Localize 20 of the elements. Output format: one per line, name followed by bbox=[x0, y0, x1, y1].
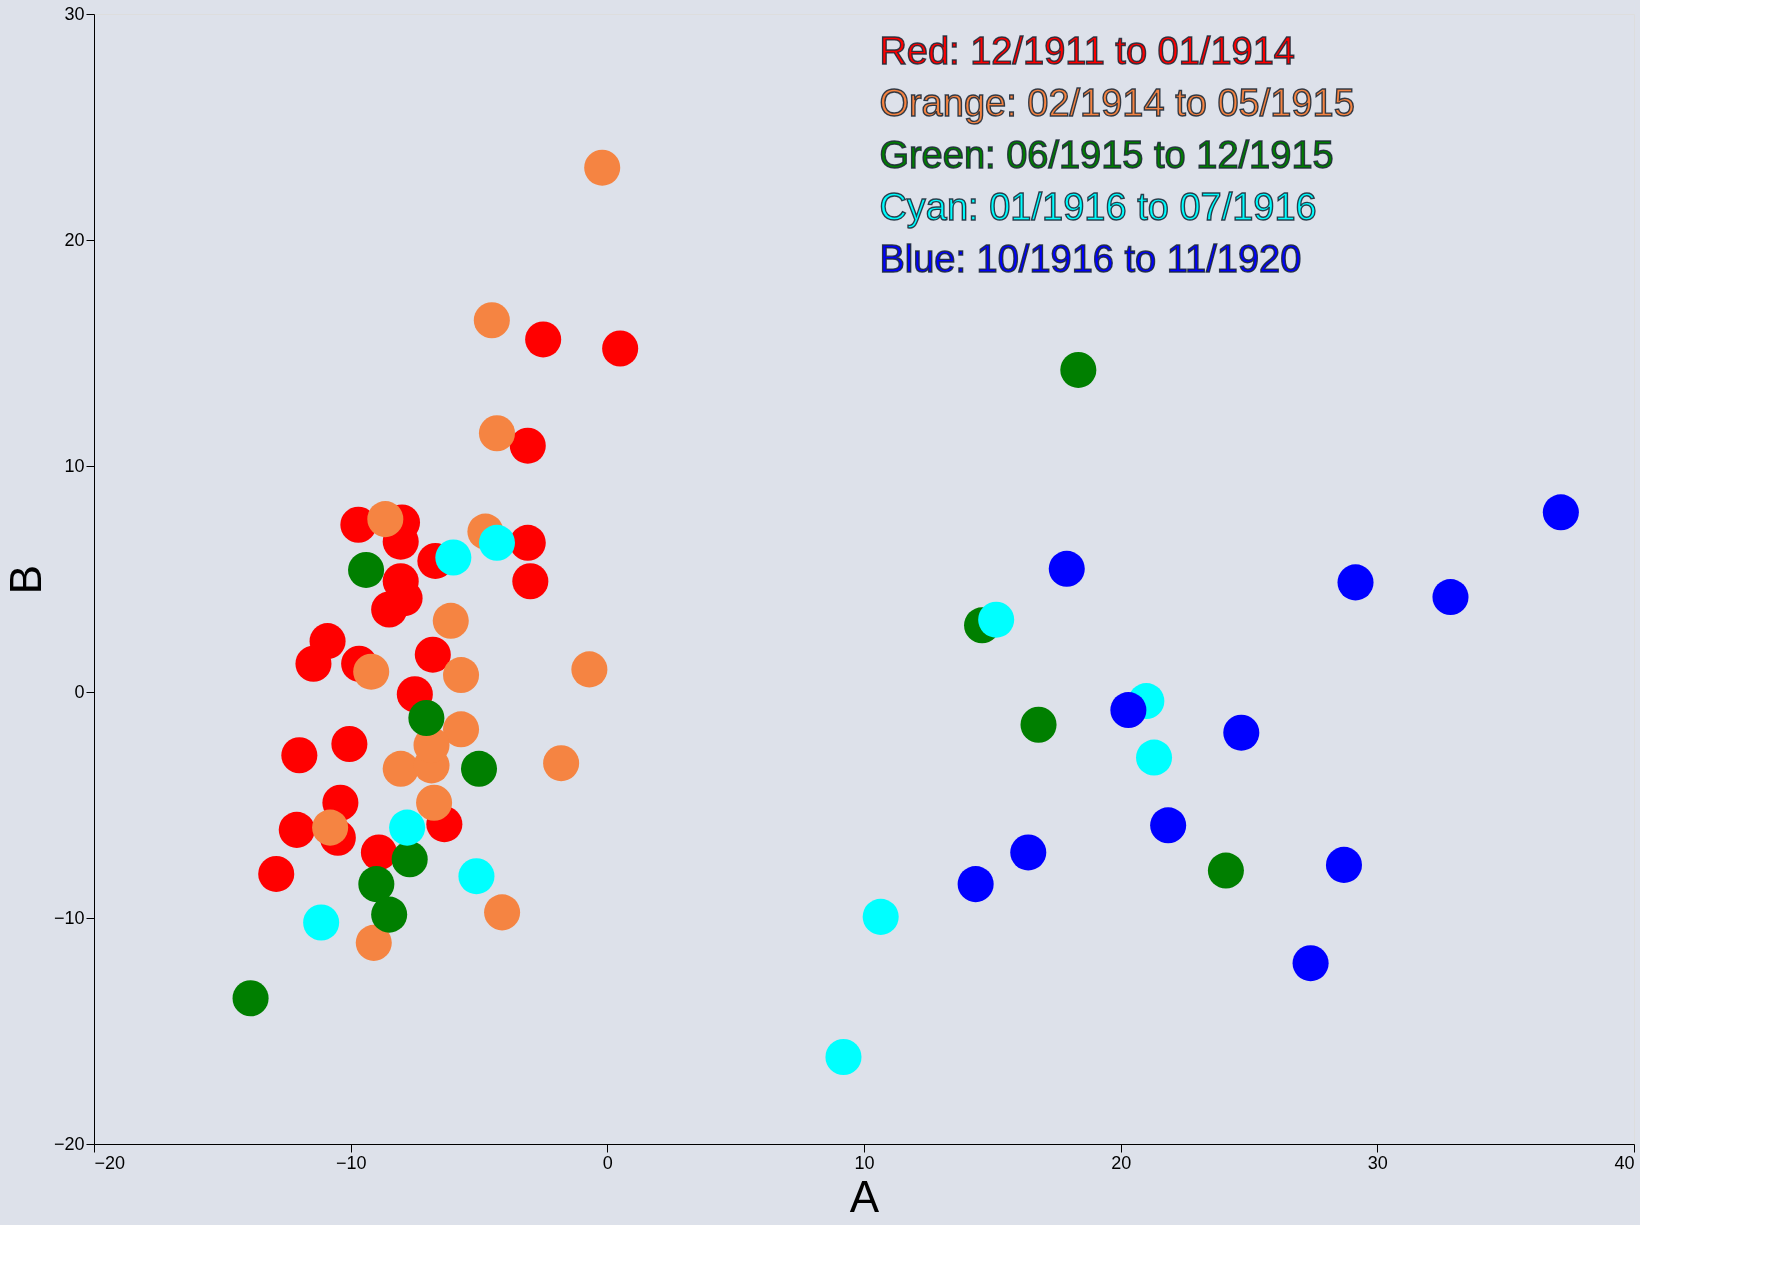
x-tick-label: 20 bbox=[1111, 1152, 1132, 1173]
x-tick-label: −10 bbox=[335, 1152, 367, 1173]
x-axis-title: A bbox=[849, 1171, 880, 1221]
y-tick-label: 10 bbox=[64, 455, 85, 476]
y-tick-label: 0 bbox=[74, 681, 85, 702]
x-tick-label: 40 bbox=[1614, 1152, 1635, 1173]
y-tick-label: 20 bbox=[64, 229, 85, 250]
x-tick-label: −20 bbox=[94, 1152, 126, 1173]
y-axis-title: B bbox=[0, 564, 50, 595]
x-tick-label: 30 bbox=[1367, 1152, 1388, 1173]
text: Cyan: 01/1916 to 07/1916 bbox=[879, 186, 1317, 228]
text: Orange: 02/1914 to 05/1915 bbox=[879, 82, 1355, 124]
text: Blue: 10/1916 to 11/1920 bbox=[879, 238, 1302, 280]
y-tick-label: 30 bbox=[64, 3, 85, 24]
y-tick-label: −10 bbox=[53, 907, 85, 928]
text: Red: 12/1911 to 01/1914 bbox=[879, 30, 1295, 72]
x-tick-label: 0 bbox=[602, 1152, 613, 1173]
y-tick-label: −20 bbox=[53, 1133, 85, 1154]
text: Green: 06/1915 to 12/1915 bbox=[879, 134, 1334, 176]
x-tick-label: 10 bbox=[854, 1152, 875, 1173]
